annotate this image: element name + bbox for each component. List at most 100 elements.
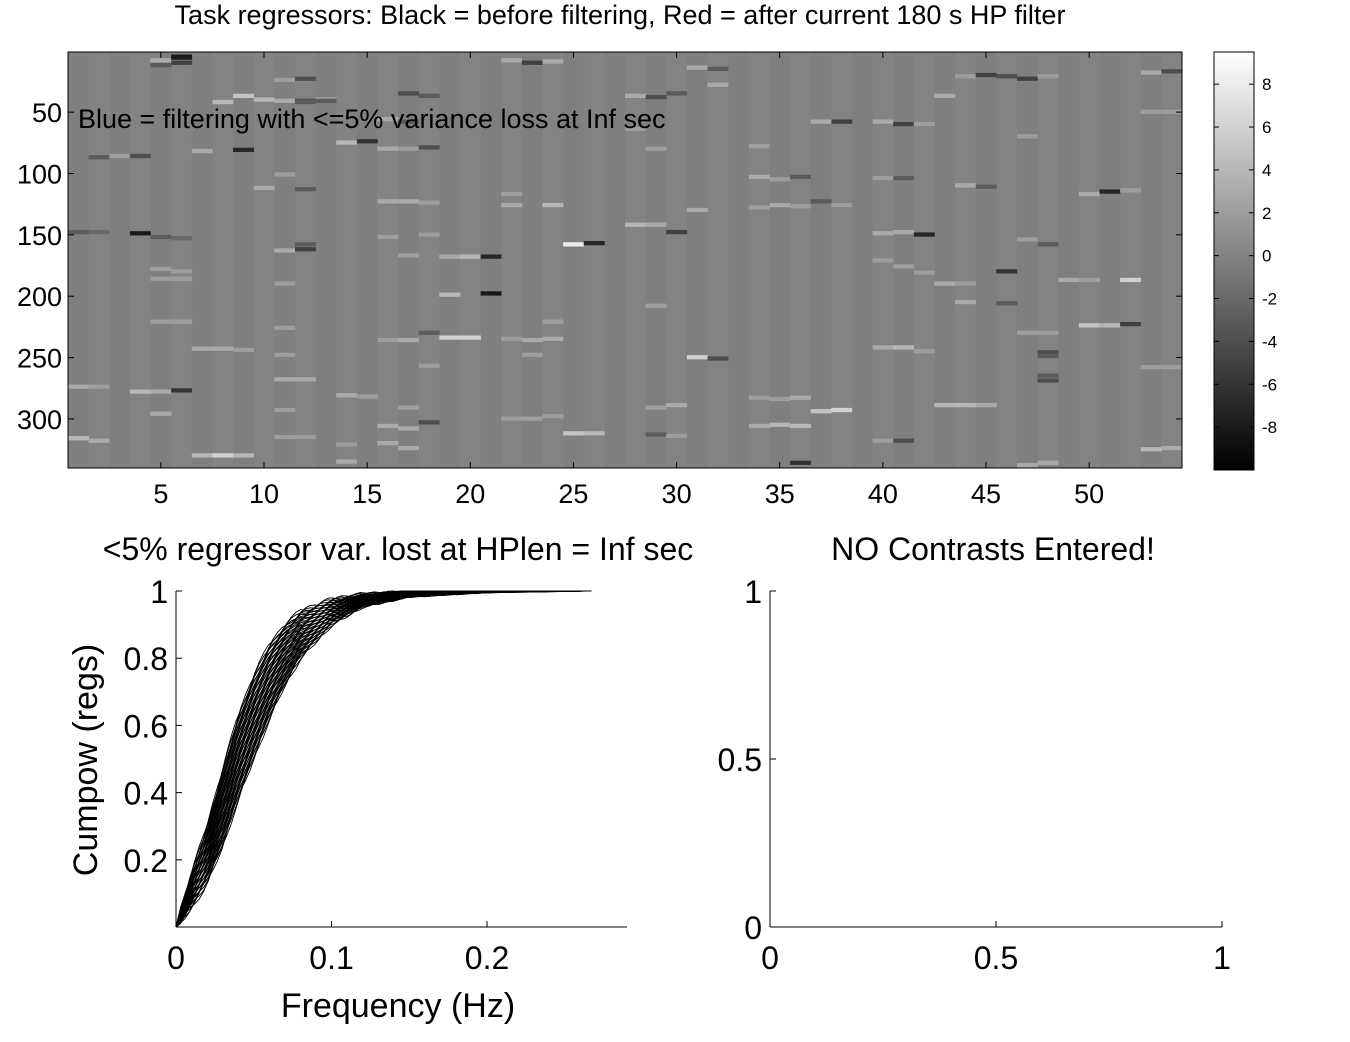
heatmap-event [872, 119, 894, 124]
heatmap-column [645, 52, 667, 468]
heatmap-event [872, 231, 894, 236]
heatmap-column [955, 52, 977, 468]
heatmap-event [1161, 69, 1183, 74]
colorbar-ticks: 8 6 4 2 0 -2 -4 -6 -8 [1214, 75, 1277, 437]
heatmap-event [934, 402, 956, 408]
heatmap-event [253, 97, 275, 102]
heatmap-event [150, 389, 172, 394]
heatmap-event [377, 441, 399, 446]
heatmap-column [728, 52, 750, 468]
heatmap-column [625, 52, 647, 468]
heatmap-event [1161, 364, 1183, 370]
heatmap-column [1058, 52, 1080, 468]
heatmap-event [398, 146, 419, 151]
heatmap-event [439, 292, 461, 297]
heatmap-column [253, 52, 275, 468]
heatmap-event [748, 395, 770, 400]
heatmap-event [1037, 74, 1059, 79]
cumpow-x-tick-label: 0.2 [465, 940, 509, 976]
cumpow-y-tick-label: 0.4 [124, 776, 168, 812]
heatmap-event [583, 431, 605, 436]
heatmap-column [583, 52, 605, 468]
heatmap-event [521, 352, 543, 357]
cumpow-series-line [175, 590, 592, 928]
heatmap-column [810, 52, 832, 468]
heatmap-event [996, 74, 1018, 79]
cumpow-x-label: Frequency (Hz) [281, 987, 515, 1025]
colorbar-tick-label: 0 [1262, 247, 1271, 266]
heatmap-column [666, 52, 688, 468]
heatmap-event [913, 121, 935, 127]
heatmap-event [418, 93, 440, 99]
heatmap-event [955, 183, 976, 188]
heatmap-event [398, 337, 419, 343]
heatmap-y-tick-label: 250 [17, 344, 62, 374]
heatmap-event [1078, 277, 1100, 283]
contrast-y-tick-label: 0.5 [718, 742, 762, 778]
heatmap-event [748, 174, 770, 179]
heatmap-event [666, 433, 688, 438]
heatmap-event [1120, 321, 1142, 327]
heatmap-event [439, 335, 461, 340]
heatmap-event [150, 319, 172, 324]
heatmap-event [171, 388, 193, 393]
heatmap-x-tick-label: 10 [249, 479, 279, 509]
heatmap-column [604, 52, 626, 468]
heatmap-event [88, 229, 110, 235]
heatmap-column [398, 52, 420, 468]
heatmap-event [274, 407, 296, 413]
heatmap-event [398, 199, 419, 204]
heatmap-column [790, 52, 812, 468]
heatmap-event [666, 91, 688, 96]
heatmap-column [748, 52, 770, 468]
heatmap-event [707, 82, 729, 87]
cumpow-x-tick-label: 0.1 [309, 940, 353, 976]
heatmap-event [233, 347, 254, 353]
cumpow-y-tick-label: 0.6 [124, 708, 168, 744]
heatmap-column [707, 52, 729, 468]
heatmap-column [1099, 52, 1121, 468]
heatmap-event [1099, 323, 1121, 328]
heatmap-event [129, 153, 151, 159]
heatmap-event [68, 229, 89, 235]
heatmap-event [810, 199, 832, 204]
heatmap-event [872, 258, 894, 263]
heatmap-column [975, 52, 997, 468]
heatmap-event [893, 229, 915, 235]
heatmap-event [893, 264, 915, 269]
heatmap-event [1016, 330, 1038, 335]
contrast-title: NO Contrasts Entered! [831, 531, 1155, 567]
heatmap-column [294, 52, 317, 468]
heatmap-column [542, 52, 564, 468]
heatmap-event [356, 139, 378, 144]
heatmap-event [150, 234, 172, 240]
heatmap-event [129, 389, 151, 394]
heatmap-event [274, 172, 296, 177]
heatmap-column [563, 52, 585, 468]
heatmap-event [645, 432, 667, 437]
heatmap-event [191, 346, 213, 351]
heatmap-event [955, 402, 976, 408]
heatmap-event [377, 423, 399, 429]
heatmap-event [501, 416, 523, 421]
heatmap-event [934, 93, 956, 99]
heatmap-event [418, 145, 440, 150]
heatmap-event [872, 345, 894, 350]
heatmap-event [418, 420, 440, 425]
heatmap-event [1037, 460, 1059, 465]
heatmap-event [893, 345, 915, 350]
cumpow-x-tick-label: 0 [167, 940, 185, 976]
heatmap-column [769, 52, 791, 468]
cumpow-y-tick-label: 1 [150, 574, 168, 610]
contrast-y-tick-label: 1 [744, 574, 762, 610]
heatmap-column [851, 52, 874, 468]
heatmap-event [501, 58, 523, 63]
heatmap-y-tick-label: 150 [17, 221, 62, 251]
heatmap-event [150, 63, 172, 68]
heatmap-event [645, 303, 667, 308]
heatmap-event [810, 119, 832, 124]
heatmap-event [294, 242, 316, 247]
heatmap-column [1037, 52, 1059, 468]
heatmap-y-tick-label: 200 [17, 282, 62, 312]
colorbar-tick-label: 6 [1262, 118, 1271, 137]
